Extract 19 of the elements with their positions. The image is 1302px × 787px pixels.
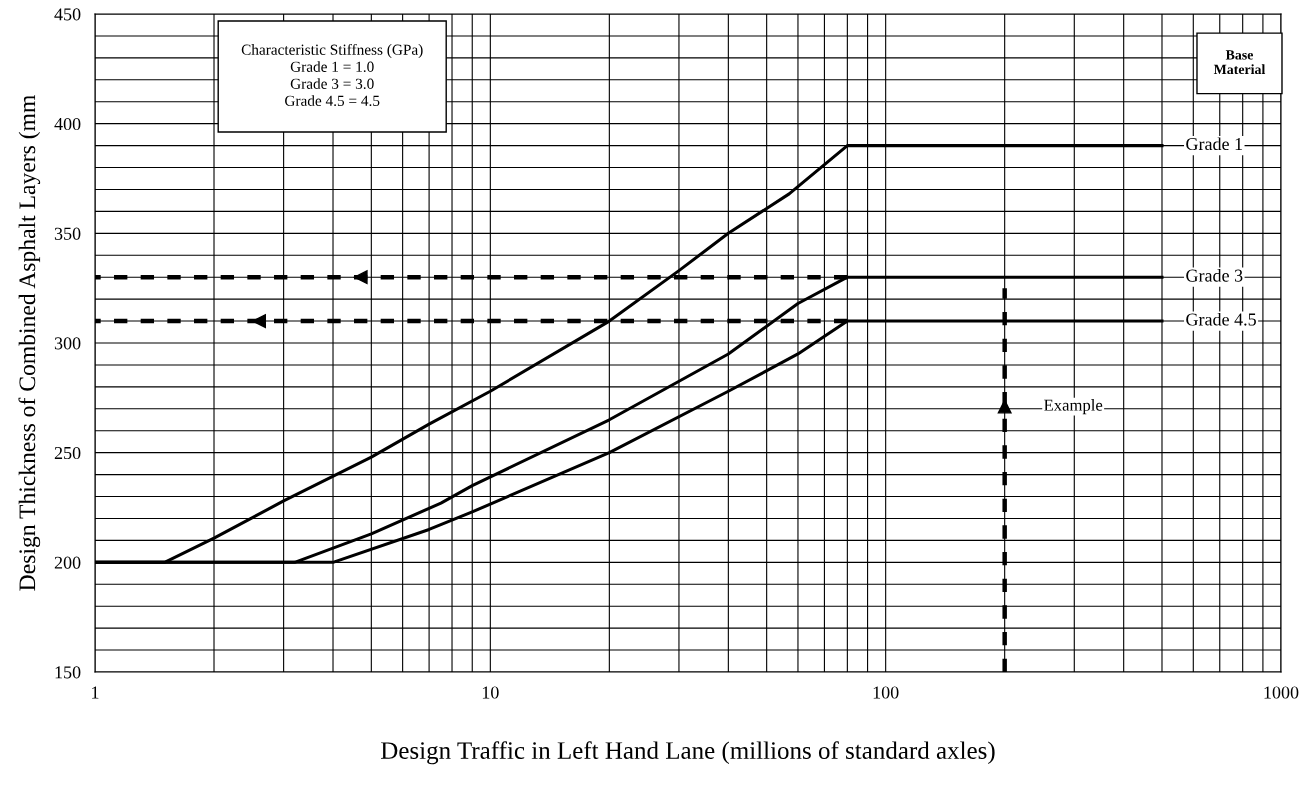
series-label: Grade 4.5 (1186, 312, 1256, 326)
annotation: Example (1044, 399, 1103, 415)
series-label: Grade 1 (1186, 137, 1243, 151)
series-label: Grade 3 (1186, 269, 1243, 282)
x-tick-label: 100 (873, 686, 899, 699)
y-tick-label: 450 (54, 8, 81, 21)
y-tick-label: 150 (55, 666, 81, 679)
x-axis-title: Design Traffic in Left Hand Lane (millions of standard axles) (381, 741, 995, 765)
y-tick-label: 400 (54, 117, 81, 131)
y-axis-title: Design Thickness of Combined Asphalt Layers (mm (18, 95, 41, 591)
y-tick-label: 300 (54, 337, 81, 350)
x-tick-label: 10 (482, 686, 499, 699)
y-tick-label: 350 (54, 227, 81, 240)
y-tick-label: 200 (54, 556, 81, 569)
annotation: Characteristic Stiffness (GPa) Grade 1 = 1.0 Grade 3 = 3.0 Grade 4.5 = 4.5 (241, 43, 423, 107)
x-tick-label: 1 (92, 686, 99, 699)
annotation: Base Material (1213, 50, 1266, 75)
y-tick-label: 250 (54, 446, 81, 460)
x-tick-label: 1000 (1264, 686, 1299, 699)
